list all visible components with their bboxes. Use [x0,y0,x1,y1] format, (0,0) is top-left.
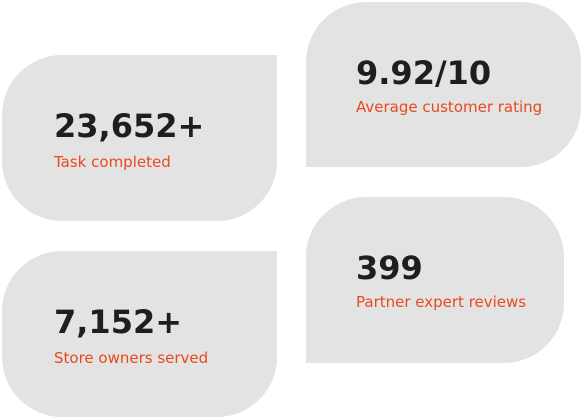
stat-label: Store owners served [54,349,209,367]
stat-value: 9.92/10 [356,54,492,92]
stat-value: 23,652+ [54,107,205,145]
stat-label: Average customer rating [356,98,543,116]
stat-value: 399 [356,249,423,287]
stat-label: Partner expert reviews [356,293,527,311]
stat-label: Task completed [54,153,171,171]
stat-card-customer-rating: 9.92/10 Average customer rating [306,2,581,167]
stat-card-tasks-completed: 23,652+ Task completed [2,55,277,221]
stat-card-expert-reviews: 399 Partner expert reviews [306,197,564,363]
stat-value: 7,152+ [54,303,183,341]
stat-card-store-owners: 7,152+ Store owners served [2,251,277,417]
